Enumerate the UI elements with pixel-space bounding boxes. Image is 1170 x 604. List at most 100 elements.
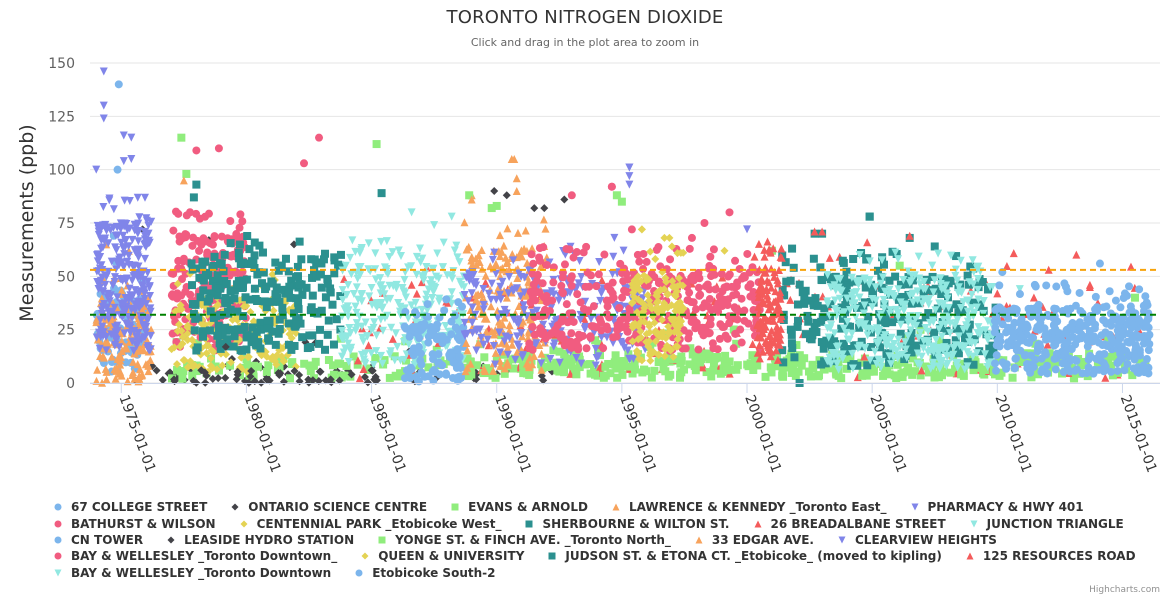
data-point[interactable] bbox=[387, 323, 396, 332]
data-point[interactable] bbox=[942, 344, 951, 353]
data-point[interactable] bbox=[727, 365, 736, 374]
data-point[interactable] bbox=[1092, 303, 1101, 312]
data-point[interactable] bbox=[899, 276, 908, 285]
data-point[interactable] bbox=[782, 277, 791, 286]
data-point[interactable] bbox=[934, 348, 943, 357]
data-point[interactable] bbox=[893, 354, 902, 363]
data-point[interactable] bbox=[1107, 352, 1116, 361]
data-point[interactable] bbox=[133, 193, 142, 202]
data-point[interactable] bbox=[192, 146, 201, 155]
data-point[interactable] bbox=[359, 365, 368, 374]
data-point[interactable] bbox=[119, 231, 128, 240]
data-point[interactable] bbox=[530, 288, 539, 297]
data-point[interactable] bbox=[591, 361, 600, 370]
data-point[interactable] bbox=[1084, 355, 1093, 364]
data-point[interactable] bbox=[913, 349, 922, 358]
legend-symbol[interactable] bbox=[695, 536, 703, 544]
data-point[interactable] bbox=[479, 285, 488, 294]
data-point[interactable] bbox=[451, 323, 460, 332]
data-point[interactable] bbox=[236, 210, 245, 219]
data-point[interactable] bbox=[505, 320, 514, 329]
data-point[interactable] bbox=[117, 337, 126, 346]
data-point[interactable] bbox=[1051, 324, 1060, 333]
data-point[interactable] bbox=[1116, 334, 1125, 343]
data-point[interactable] bbox=[958, 344, 967, 353]
data-point[interactable] bbox=[668, 277, 677, 286]
data-point[interactable] bbox=[825, 253, 834, 262]
data-point[interactable] bbox=[806, 372, 815, 381]
data-point[interactable] bbox=[388, 334, 397, 343]
data-point[interactable] bbox=[798, 288, 807, 297]
data-point[interactable] bbox=[625, 180, 634, 189]
data-point[interactable] bbox=[411, 298, 420, 307]
data-point[interactable] bbox=[924, 327, 933, 336]
data-point[interactable] bbox=[1139, 361, 1148, 370]
data-point[interactable] bbox=[243, 231, 252, 240]
data-point[interactable] bbox=[412, 252, 421, 261]
data-point[interactable] bbox=[1105, 287, 1114, 296]
data-point[interactable] bbox=[653, 288, 662, 297]
data-point[interactable] bbox=[975, 330, 984, 339]
data-point[interactable] bbox=[463, 346, 472, 355]
data-point[interactable] bbox=[677, 368, 686, 377]
data-point[interactable] bbox=[232, 230, 241, 239]
data-point[interactable] bbox=[228, 315, 237, 324]
data-point[interactable] bbox=[863, 238, 872, 247]
data-point[interactable] bbox=[623, 275, 632, 284]
data-point[interactable] bbox=[1133, 368, 1142, 377]
data-point[interactable] bbox=[770, 272, 779, 281]
data-point[interactable] bbox=[1052, 305, 1061, 314]
data-point[interactable] bbox=[576, 298, 585, 307]
data-point[interactable] bbox=[928, 316, 937, 325]
data-point[interactable] bbox=[790, 353, 799, 362]
data-point[interactable] bbox=[361, 349, 370, 358]
data-point[interactable] bbox=[560, 260, 569, 269]
data-point[interactable] bbox=[457, 280, 466, 289]
data-point[interactable] bbox=[963, 362, 972, 371]
data-point[interactable] bbox=[169, 226, 178, 235]
data-point[interactable] bbox=[1015, 285, 1024, 294]
data-point[interactable] bbox=[133, 297, 142, 306]
data-point[interactable] bbox=[223, 335, 232, 344]
data-point[interactable] bbox=[287, 345, 296, 354]
data-point[interactable] bbox=[574, 279, 583, 288]
data-point[interactable] bbox=[513, 340, 522, 349]
data-point[interactable] bbox=[500, 313, 509, 322]
data-point[interactable] bbox=[142, 214, 151, 223]
data-point[interactable] bbox=[587, 271, 596, 280]
data-point[interactable] bbox=[515, 315, 524, 324]
data-point[interactable] bbox=[750, 252, 759, 261]
data-point[interactable] bbox=[874, 355, 883, 364]
data-point[interactable] bbox=[880, 369, 889, 378]
data-point[interactable] bbox=[306, 367, 315, 376]
data-point[interactable] bbox=[101, 280, 110, 289]
data-point[interactable] bbox=[202, 371, 211, 380]
data-point[interactable] bbox=[957, 370, 966, 379]
data-point[interactable] bbox=[575, 256, 584, 265]
data-point[interactable] bbox=[949, 350, 958, 359]
data-point[interactable] bbox=[253, 270, 262, 279]
data-point[interactable] bbox=[595, 364, 604, 373]
data-point[interactable] bbox=[848, 350, 857, 359]
data-point[interactable] bbox=[599, 344, 608, 353]
data-point[interactable] bbox=[144, 229, 153, 238]
data-point[interactable] bbox=[513, 273, 522, 282]
data-point[interactable] bbox=[1044, 265, 1053, 274]
data-point[interactable] bbox=[234, 248, 243, 257]
data-point[interactable] bbox=[706, 252, 715, 261]
data-point[interactable] bbox=[238, 346, 247, 355]
data-point[interactable] bbox=[845, 335, 854, 344]
data-point[interactable] bbox=[603, 302, 612, 311]
data-point[interactable] bbox=[527, 250, 536, 259]
data-point[interactable] bbox=[888, 289, 897, 298]
data-point[interactable] bbox=[460, 291, 469, 300]
data-point[interactable] bbox=[723, 282, 732, 291]
data-point[interactable] bbox=[901, 300, 910, 309]
data-point[interactable] bbox=[430, 221, 439, 230]
data-point[interactable] bbox=[1052, 282, 1061, 291]
data-point[interactable] bbox=[573, 290, 582, 299]
data-point[interactable] bbox=[712, 304, 721, 313]
data-point[interactable] bbox=[99, 352, 108, 361]
data-point[interactable] bbox=[146, 345, 155, 354]
data-point[interactable] bbox=[1125, 329, 1134, 338]
